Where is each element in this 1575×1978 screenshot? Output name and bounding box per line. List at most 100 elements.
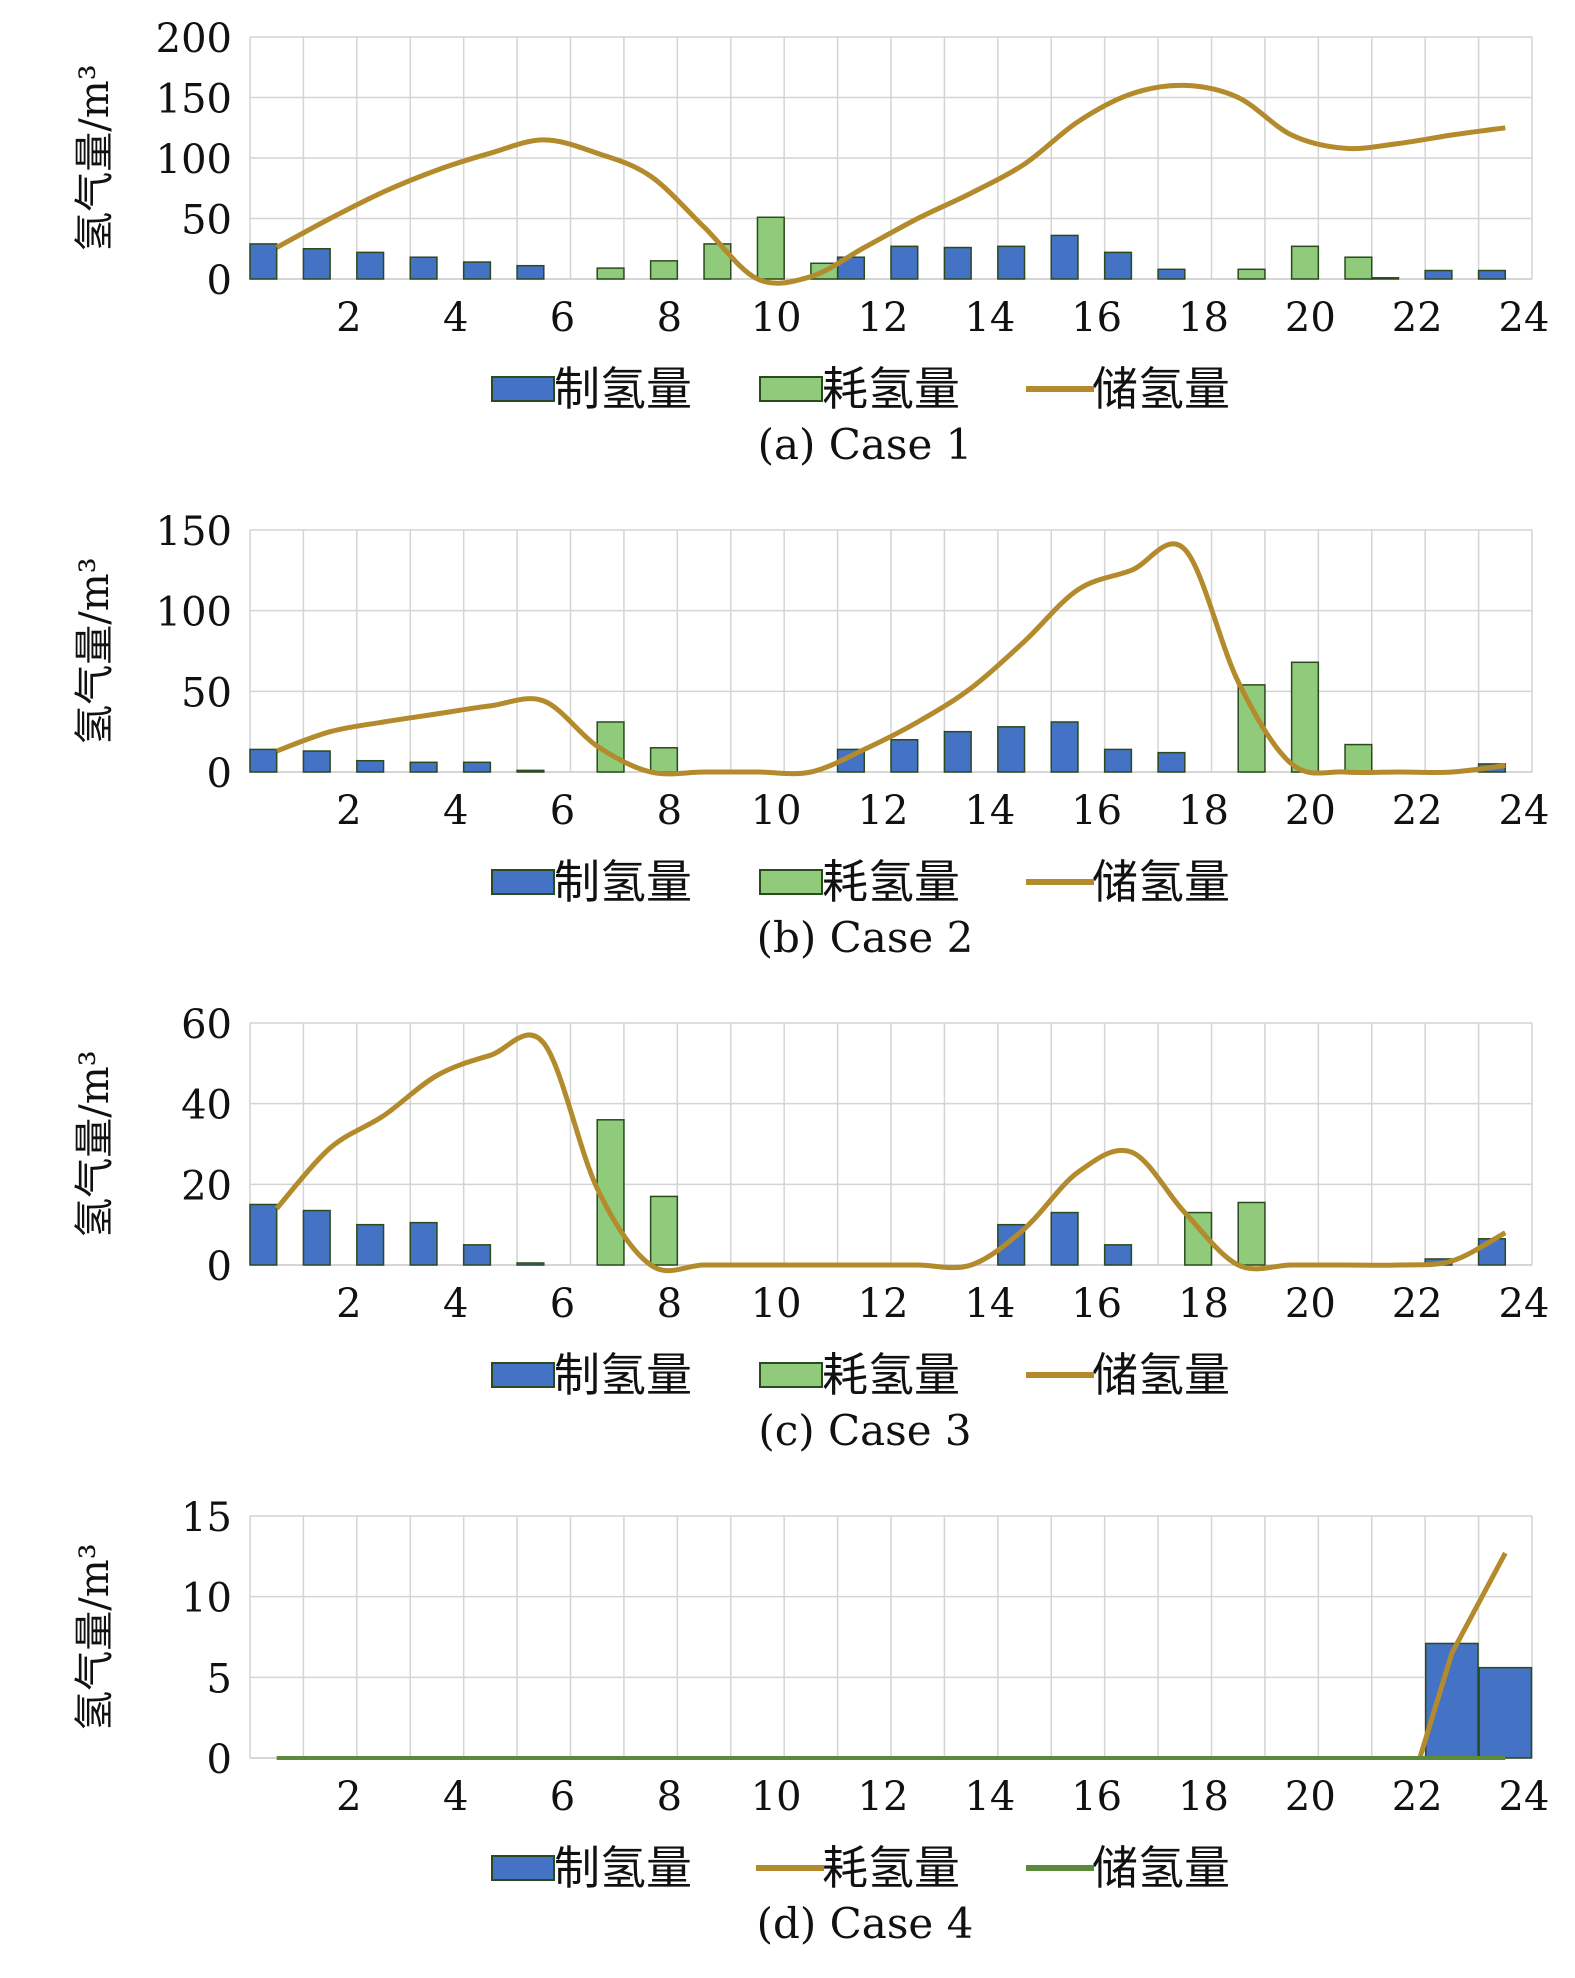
x-tick-label: 14 [964,788,1015,834]
bar [890,738,919,773]
x-tick-label: 12 [858,1774,909,1820]
bar [1344,743,1373,773]
x-tick-label: 14 [964,1774,1015,1820]
y-tick-label: 150 [156,77,232,123]
x-tick-label: 24 [1499,788,1550,834]
x-tick-label: 22 [1392,1281,1443,1327]
legend: 制氢量 耗氢量 储氢量 [491,1841,1230,1895]
panel-caption: (a) Case 1 [758,420,973,469]
series-line [274,1032,1507,1274]
x-tick-label: 16 [1071,1774,1122,1820]
panel-caption: (c) Case 3 [758,1406,971,1455]
bar [649,747,679,773]
x-tick-label: 18 [1178,1281,1229,1327]
x-tick-label: 8 [657,295,682,341]
legend-marker [491,1362,555,1388]
bar [302,750,331,773]
legend-label: 储氢量 [1092,1841,1230,1895]
bar [890,245,919,280]
bar [409,256,438,280]
bar [409,1221,438,1266]
y-tick-label: 15 [181,1495,232,1541]
bar [302,1209,331,1266]
bars [249,216,1507,280]
x-tick-label: 24 [1499,1281,1550,1327]
y-axis-title: 氢气量/m³ [72,1543,118,1730]
x-tick-label: 4 [443,295,468,341]
bar [1050,721,1079,773]
bar [649,1195,679,1266]
legend-marker [491,376,555,402]
y-tick-label: 50 [181,670,232,716]
bar [1371,277,1400,280]
chart-panel-3: 02040602 4 6 8 10 12 14 16 18 20 22 24氢气量/m³制氢量 耗氢量储… [72,1002,1549,1455]
series-line [275,541,1506,777]
legend-marker [491,869,555,895]
y-tick-label: 0 [207,258,232,304]
x-tick-label: 14 [964,295,1015,341]
bar [703,243,732,280]
x-tick-label: 6 [550,1774,575,1820]
legend: 制氢量 耗氢量 储氢量 [491,855,1230,909]
x-tick-label: 12 [858,295,909,341]
y-tick-label: 100 [156,590,232,636]
y-tick-label: 60 [181,1002,232,1048]
y-tick-label: 5 [207,1656,232,1702]
panel-caption: (d) Case 4 [757,1899,974,1948]
x-tick-label: 10 [751,788,802,834]
x-tick-label: 6 [550,1281,575,1327]
y-tick-label: 0 [207,1737,232,1783]
legend-marker [759,1362,823,1388]
y-axis-title: 氢气量/m³ [72,1050,118,1237]
bar [1103,1244,1133,1266]
x-tick-label: 8 [657,788,682,834]
x-tick-label: 8 [657,1281,682,1327]
panel-caption: (b) Case 2 [757,913,974,962]
legend-label: 耗氢量 [822,1348,960,1402]
x-tick-label: 18 [1178,1774,1229,1820]
bar [1237,1201,1266,1266]
legend-marker [491,1855,555,1881]
legend-label: 耗氢量 [822,855,960,909]
bar [462,1244,492,1266]
x-tick-label: 24 [1499,1774,1550,1820]
bar [1103,748,1133,773]
x-tick-label: 20 [1285,1281,1336,1327]
legend: 制氢量 耗氢量 储氢量 [491,362,1230,416]
legend-label: 制氢量 [554,855,692,909]
bar [356,759,385,773]
bar [462,761,492,773]
bar [756,216,785,280]
bar [943,246,972,280]
y-tick-label: 20 [181,1163,232,1209]
x-tick-label: 4 [443,1281,468,1327]
legend-marker [759,376,823,402]
bar [596,267,625,280]
bar [249,1203,278,1266]
bar [1290,245,1320,280]
y-tick-label: 0 [207,751,232,797]
legend-label: 储氢量 [1092,362,1230,416]
bar [1237,268,1266,280]
x-tick-label: 6 [550,295,575,341]
bar [1344,256,1373,280]
x-tick-label: 10 [751,1774,802,1820]
bar [997,726,1026,773]
gridlines [249,1515,1533,1759]
bar [1157,268,1186,280]
bar [1424,269,1453,280]
legend-label: 耗氢量 [822,362,960,416]
y-tick-label: 40 [181,1083,232,1129]
bar [516,769,545,773]
bar [997,245,1026,280]
bar [1424,1642,1479,1759]
x-tick-label: 18 [1178,788,1229,834]
bar [1477,269,1507,280]
x-tick-label: 2 [336,1281,361,1327]
bar [462,261,492,280]
x-tick-label: 2 [336,295,361,341]
y-tick-label: 0 [207,1244,232,1290]
legend: 制氢量 耗氢量 储氢量 [491,1348,1230,1402]
bar [249,748,278,773]
